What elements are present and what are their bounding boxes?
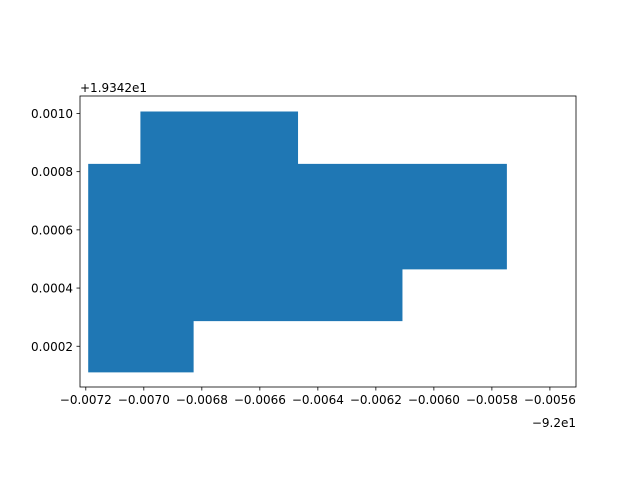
y-tick-label: 0.0008 (31, 165, 73, 179)
x-tick-label: −0.0072 (60, 393, 112, 407)
x-tick-label: −0.0062 (350, 393, 402, 407)
y-tick-label: 0.0002 (31, 340, 73, 354)
x-tick-label: −0.0064 (292, 393, 344, 407)
filled-region (88, 111, 507, 373)
y-tick-label: 0.0010 (31, 107, 73, 121)
x-axis: −0.0072 −0.0070 −0.0068 −0.0066 −0.0064 −0.00… (60, 387, 576, 407)
y-axis: 0.0002 0.0004 0.0006 0.0008 0.0010 (31, 107, 80, 354)
x-tick-label: −0.0056 (524, 393, 576, 407)
y-tick-label: 0.0004 (31, 282, 73, 296)
axes-frame (79, 95, 577, 388)
x-tick-label: −0.0066 (234, 393, 286, 407)
x-tick-label: −0.0070 (118, 393, 170, 407)
y-tick-label: 0.0006 (31, 223, 73, 237)
y-axis-offset-label: +1.9342e1 (80, 81, 147, 95)
plot-area (88, 111, 507, 373)
x-tick-label: −0.0060 (408, 393, 460, 407)
x-tick-label: −0.0058 (466, 393, 518, 407)
x-tick-label: −0.0068 (176, 393, 228, 407)
x-axis-offset-label: −9.2e1 (532, 416, 576, 430)
